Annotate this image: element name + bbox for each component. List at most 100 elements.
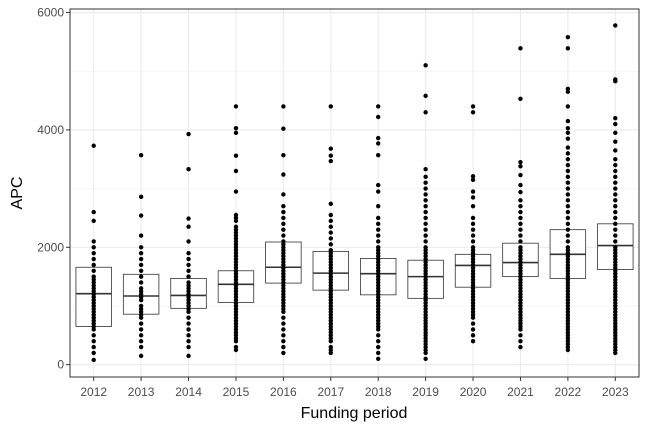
data-point xyxy=(470,327,476,332)
data-point xyxy=(138,256,144,262)
data-point xyxy=(328,104,333,109)
data-point xyxy=(565,239,571,244)
data-point xyxy=(565,151,571,156)
data-point xyxy=(376,135,381,141)
data-point xyxy=(281,327,286,332)
data-point xyxy=(138,152,144,158)
data-point xyxy=(470,338,476,344)
data-point xyxy=(233,338,239,344)
data-point xyxy=(518,239,523,244)
data-point xyxy=(91,262,96,268)
data-point xyxy=(518,344,523,350)
data-point xyxy=(91,143,96,148)
x-tick-label: 2021 xyxy=(507,385,534,399)
data-point xyxy=(518,159,523,165)
data-point xyxy=(613,157,618,162)
data-point xyxy=(233,125,239,131)
data-point xyxy=(470,221,476,227)
data-point xyxy=(138,245,144,250)
data-point xyxy=(518,96,523,101)
data-point xyxy=(281,215,286,221)
data-point xyxy=(613,209,618,215)
data-point xyxy=(518,215,523,221)
data-point xyxy=(138,338,144,344)
data-point xyxy=(470,233,476,238)
data-point xyxy=(470,177,476,182)
data-point xyxy=(186,256,191,262)
data-point xyxy=(281,344,286,350)
data-point xyxy=(565,209,571,215)
data-point xyxy=(186,274,191,279)
data-point xyxy=(376,182,381,188)
data-point xyxy=(470,333,476,338)
data-point xyxy=(613,233,618,238)
data-point xyxy=(138,233,144,238)
x-tick-label: 2012 xyxy=(80,385,107,399)
data-point xyxy=(613,180,618,185)
data-point xyxy=(518,198,523,203)
data-point xyxy=(186,315,191,320)
data-point xyxy=(138,344,144,350)
data-point xyxy=(565,227,571,232)
data-point xyxy=(376,204,381,209)
data-point xyxy=(233,104,239,109)
data-point xyxy=(565,89,571,94)
data-point xyxy=(138,315,144,320)
x-tick-label: 2017 xyxy=(317,385,344,399)
data-point xyxy=(328,242,333,247)
data-point xyxy=(233,168,239,174)
y-tick-label: 0 xyxy=(57,358,64,372)
y-axis-title: APC xyxy=(9,177,26,210)
data-point xyxy=(328,350,333,356)
data-point xyxy=(91,256,96,262)
data-point xyxy=(518,338,523,344)
data-point xyxy=(565,221,571,227)
data-point xyxy=(470,195,476,200)
x-axis: 2012 2013 2014 2015 2016 2017 2018 2019 2020 2021… xyxy=(80,377,629,399)
x-tick-label: 2018 xyxy=(365,385,392,399)
data-point xyxy=(565,180,571,185)
data-point xyxy=(281,227,286,232)
data-point xyxy=(423,209,428,215)
plot-panel-background xyxy=(70,9,639,377)
data-point xyxy=(138,213,144,218)
data-point xyxy=(565,125,571,131)
data-point xyxy=(186,224,191,229)
data-point xyxy=(518,333,523,338)
data-point xyxy=(281,152,286,158)
data-point xyxy=(281,315,286,320)
data-point xyxy=(565,215,571,221)
data-point xyxy=(91,268,96,273)
data-point xyxy=(613,192,618,197)
data-point xyxy=(376,239,381,244)
data-point xyxy=(565,130,571,136)
data-point xyxy=(91,239,96,244)
x-tick-label: 2015 xyxy=(223,385,250,399)
data-point xyxy=(281,233,286,238)
data-point xyxy=(281,126,286,131)
data-point xyxy=(281,172,286,177)
data-point xyxy=(613,198,618,203)
data-point xyxy=(470,189,476,194)
data-point xyxy=(233,130,239,136)
data-point xyxy=(376,215,381,221)
data-point xyxy=(518,221,523,227)
data-point xyxy=(91,209,96,215)
data-point xyxy=(423,186,428,191)
data-point xyxy=(281,192,286,197)
data-point xyxy=(565,145,571,150)
data-point xyxy=(186,338,191,344)
data-point xyxy=(518,164,523,169)
data-point xyxy=(186,353,191,359)
data-point xyxy=(613,221,618,227)
data-point xyxy=(613,174,618,180)
data-point xyxy=(376,104,381,109)
data-point xyxy=(613,115,618,121)
data-point xyxy=(376,356,381,362)
data-point xyxy=(376,333,381,338)
data-point xyxy=(613,239,618,244)
data-point xyxy=(138,321,144,326)
data-point xyxy=(518,327,523,332)
data-point xyxy=(613,78,618,84)
data-point xyxy=(138,280,144,285)
